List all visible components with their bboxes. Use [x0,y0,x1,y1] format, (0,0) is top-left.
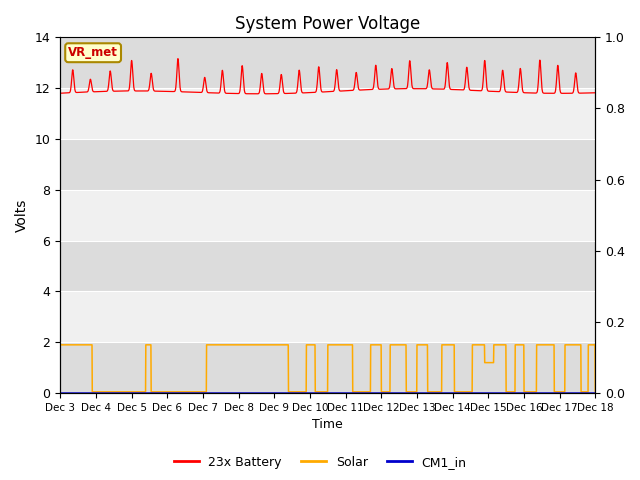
Legend: 23x Battery, Solar, CM1_in: 23x Battery, Solar, CM1_in [168,451,472,474]
Bar [60,190,595,240]
23x Battery [84,89,92,95]
CM1_in [302,390,310,396]
CM1_in [477,390,485,396]
Line: Solar: Solar [60,345,595,393]
Solar [477,342,485,348]
23x Battery [254,91,262,96]
Solar [576,342,584,348]
Solar [56,342,64,348]
Solar [84,342,92,348]
CM1_in [591,390,599,396]
Solar [317,389,324,395]
Bar [60,342,595,393]
Y-axis label: Volts: Volts [15,199,29,232]
Bar [60,139,595,190]
Title: System Power Voltage: System Power Voltage [235,15,420,33]
CM1_in [84,390,92,396]
23x Battery [577,90,584,96]
23x Battery [303,90,310,96]
CM1_in [575,390,583,396]
23x Battery [576,90,584,96]
23x Battery [478,87,486,93]
CM1_in [56,390,64,396]
Bar [60,88,595,139]
CM1_in [576,390,584,396]
Text: VR_met: VR_met [68,46,118,59]
Solar [575,342,583,348]
Line: 23x Battery: 23x Battery [60,59,595,94]
Bar [60,240,595,291]
Solar [591,390,599,396]
Bar [60,291,595,342]
CM1_in [317,390,324,396]
23x Battery [591,90,599,96]
23x Battery [317,86,324,92]
23x Battery [56,90,64,96]
23x Battery [174,56,182,61]
Solar [302,389,310,395]
Bar [60,37,595,88]
X-axis label: Time: Time [312,419,343,432]
